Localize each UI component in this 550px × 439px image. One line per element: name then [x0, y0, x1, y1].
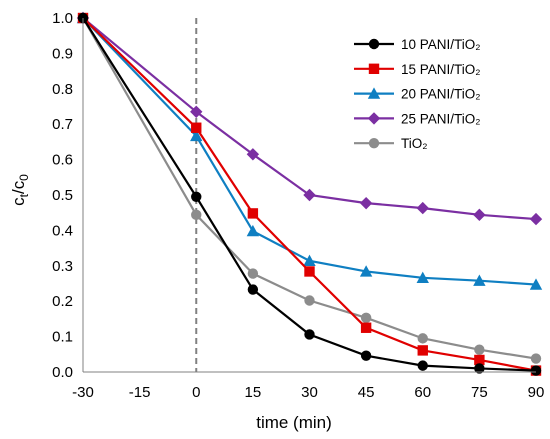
y-tick-label: 0.3 — [52, 258, 73, 275]
x-tick-label: 30 — [301, 384, 318, 401]
x-tick-label: 75 — [471, 384, 488, 401]
series-4-point — [246, 148, 260, 161]
y-tick-label: 0.4 — [52, 222, 73, 239]
legend-item-1-marker — [368, 38, 380, 50]
series-3-point — [473, 274, 486, 286]
x-tick-label: 0 — [192, 384, 200, 401]
series-5-point — [474, 344, 485, 355]
legend-item-5-marker — [368, 138, 380, 149]
series-1-point — [474, 363, 485, 374]
legend-item-4: 25 PANI/TiO₂ — [354, 111, 481, 126]
series-2-point — [474, 354, 485, 366]
series-3-point — [359, 265, 373, 277]
legend-item-4-marker — [367, 112, 381, 125]
series-3-point — [303, 254, 316, 267]
legend-item-2-marker — [368, 63, 380, 74]
series-1-point — [360, 350, 372, 361]
series-1-point — [530, 365, 542, 376]
series-5-point — [360, 312, 372, 324]
series-2-point — [191, 122, 202, 133]
series-3-point — [416, 271, 429, 284]
series-1-point — [417, 360, 428, 371]
y-tick-label: 0.5 — [52, 187, 73, 204]
series-4-point — [359, 196, 373, 210]
series-4-point — [303, 188, 316, 202]
series-2-point — [360, 322, 372, 333]
y-axis-title-sub1: t — [17, 193, 31, 197]
series-4-point — [473, 208, 486, 222]
series-1-point — [191, 191, 202, 202]
series-5-line — [82, 17, 537, 360]
series-5-point — [247, 268, 259, 279]
y-tick-label: 0.9 — [52, 45, 73, 62]
series-1-point — [304, 329, 315, 340]
series-5 — [77, 12, 542, 364]
series-2-point — [304, 266, 315, 277]
y-tick-label: 0.1 — [52, 329, 73, 346]
series-4-point — [190, 105, 203, 119]
legend-item-1-label: 10 PANI/TiO₂ — [401, 37, 481, 52]
series-5-point — [417, 333, 428, 344]
series-4-point — [416, 201, 429, 215]
series-4-point — [529, 212, 543, 226]
series-5-point — [304, 295, 315, 306]
legend-item-3-marker — [367, 87, 381, 99]
series-4-line — [82, 17, 537, 221]
series-1-point — [247, 284, 259, 295]
series-2-point — [417, 345, 428, 356]
series-3-point — [190, 129, 203, 142]
series-3-point — [529, 278, 543, 290]
y-axis-title-sub2: 0 — [17, 174, 31, 181]
x-tick-label: 60 — [414, 384, 431, 401]
y-tick-label: 1.0 — [52, 10, 73, 27]
x-tick-label: -30 — [72, 384, 94, 401]
legend-item-1: 10 PANI/TiO₂ — [354, 37, 481, 52]
x-tick-label: -15 — [129, 384, 151, 401]
y-tick-label: 0.2 — [52, 293, 73, 310]
series-2-line — [82, 17, 537, 372]
y-tick-label: 0.0 — [52, 364, 73, 381]
y-axis-title-main: c — [9, 197, 28, 206]
series-3-line — [82, 17, 537, 286]
x-tick-label: 45 — [358, 384, 375, 401]
y-axis-title-slash: /c — [9, 180, 28, 194]
legend-item-5-label: TiO₂ — [401, 136, 428, 151]
series-5-point — [530, 353, 542, 364]
legend-item-4-label: 25 PANI/TiO₂ — [401, 111, 481, 126]
legend-item-5: TiO₂ — [354, 136, 428, 151]
y-tick-label: 0.7 — [52, 116, 73, 133]
series-3 — [76, 11, 543, 290]
y-tick-label: 0.6 — [52, 152, 73, 169]
y-tick-label: 0.8 — [52, 81, 73, 98]
axes: 0.0 0.1 0.2 0.3 0.4 0.5 0.6 0.7 0.8 0.9 1.0 -30 -15 0… — [52, 10, 544, 401]
legend-item-3-label: 20 PANI/TiO₂ — [401, 87, 481, 102]
legend-item-3: 20 PANI/TiO₂ — [354, 87, 481, 102]
series-5-point — [191, 209, 202, 221]
series-2-point — [247, 208, 259, 219]
series-3-point — [246, 224, 260, 237]
series-1-line — [82, 17, 537, 372]
legend-item-2-label: 15 PANI/TiO₂ — [401, 62, 481, 77]
y-axis-title: ct/c0 — [9, 174, 31, 206]
legend: 10 PANI/TiO₂ 15 PANI/TiO₂ 20 PANI/TiO₂ 25 P… — [354, 37, 481, 151]
x-axis-title: time (min) — [256, 413, 332, 432]
x-tick-label: 90 — [528, 384, 545, 401]
x-tick-label: 15 — [245, 384, 262, 401]
legend-item-2: 15 PANI/TiO₂ — [354, 62, 481, 77]
